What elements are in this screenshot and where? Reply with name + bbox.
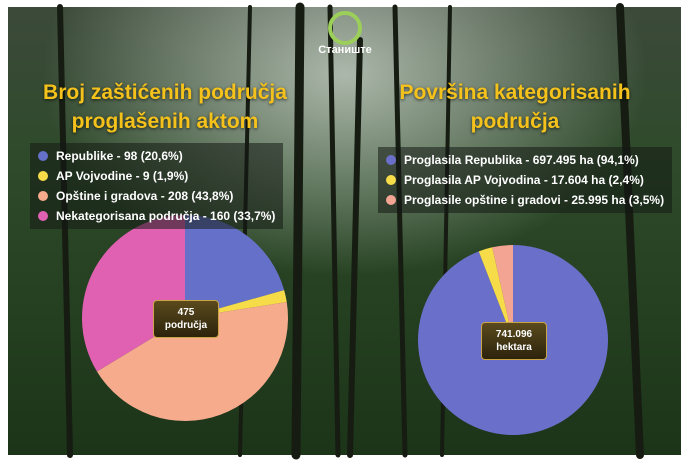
legend-label: Proglasila Republika - 697.495 ha (94,1%… (404, 150, 639, 170)
legend-swatch (386, 155, 396, 165)
legend: Proglasila Republika - 697.495 ha (94,1%… (378, 147, 672, 213)
legend-item: AP Vojvodine - 9 (1,9%) (38, 166, 275, 186)
center-value: 475 (154, 306, 218, 319)
legend-swatch (386, 195, 396, 205)
page: Станиште (() => { const data = JSON.pars… (0, 0, 689, 461)
center-unit: hektara (482, 341, 546, 354)
legend-item: Opštine i gradova - 208 (43,8%) (38, 186, 275, 206)
legend-label: AP Vojvodine - 9 (1,9%) (56, 166, 188, 186)
charts (0, 0, 689, 461)
chart-title: Broj zaštićenih područja proglašenih akt… (15, 78, 315, 136)
legend: Republike - 98 (20,6%)AP Vojvodine - 9 (… (30, 143, 283, 229)
legend-label: Proglasile opštine i gradovi - 25.995 ha… (404, 190, 664, 210)
legend-label: Proglasila AP Vojvodina - 17.604 ha (2,4… (404, 170, 644, 190)
legend-label: Opštine i gradova - 208 (43,8%) (56, 186, 233, 206)
legend-item: Proglasila Republika - 697.495 ha (94,1%… (386, 150, 664, 170)
legend-item: Republike - 98 (20,6%) (38, 146, 275, 166)
center-value: 741.096 (482, 328, 546, 341)
legend-swatch (38, 171, 48, 181)
legend-swatch (38, 191, 48, 201)
center-unit: područja (154, 319, 218, 332)
legend-swatch (38, 151, 48, 161)
legend-swatch (38, 211, 48, 221)
legend-label: Republike - 98 (20,6%) (56, 146, 183, 166)
legend-item: Nekategorisana područja - 160 (33,7%) (38, 206, 275, 226)
chart-title: Površina kategorisanih područja (365, 78, 665, 136)
legend-item: Proglasile opštine i gradovi - 25.995 ha… (386, 190, 664, 210)
legend-label: Nekategorisana područja - 160 (33,7%) (56, 206, 275, 226)
legend-item: Proglasila AP Vojvodina - 17.604 ha (2,4… (386, 170, 664, 190)
legend-swatch (386, 175, 396, 185)
